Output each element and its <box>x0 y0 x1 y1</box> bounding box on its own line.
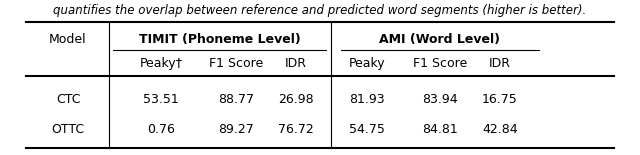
Text: 88.77: 88.77 <box>218 93 254 106</box>
Text: 84.81: 84.81 <box>422 123 458 136</box>
Text: Peaky†: Peaky† <box>140 57 182 70</box>
Text: F1 Score: F1 Score <box>413 57 467 70</box>
Text: 83.94: 83.94 <box>422 93 458 106</box>
Text: 54.75: 54.75 <box>349 123 385 136</box>
Text: 16.75: 16.75 <box>482 93 518 106</box>
Text: F1 Score: F1 Score <box>209 57 263 70</box>
Text: Model: Model <box>49 33 87 46</box>
Text: 53.51: 53.51 <box>143 93 179 106</box>
Text: 26.98: 26.98 <box>278 93 314 106</box>
Text: CTC: CTC <box>56 93 80 106</box>
Text: 0.76: 0.76 <box>147 123 175 136</box>
Text: TIMIT (Phoneme Level): TIMIT (Phoneme Level) <box>139 33 300 46</box>
Text: 81.93: 81.93 <box>349 93 385 106</box>
Text: quantifies the overlap between reference and predicted word segments (higher is : quantifies the overlap between reference… <box>53 4 587 17</box>
Text: OTTC: OTTC <box>51 123 84 136</box>
Text: 89.27: 89.27 <box>218 123 254 136</box>
Text: 76.72: 76.72 <box>278 123 314 136</box>
Text: Peaky: Peaky <box>349 57 385 70</box>
Text: IDR: IDR <box>285 57 307 70</box>
Text: AMI (Word Level): AMI (Word Level) <box>380 33 500 46</box>
Text: 42.84: 42.84 <box>482 123 518 136</box>
Text: IDR: IDR <box>489 57 511 70</box>
